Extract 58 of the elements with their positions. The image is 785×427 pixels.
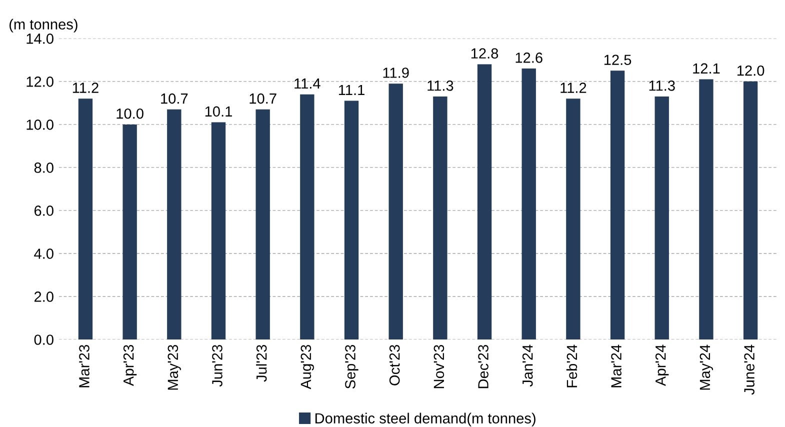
y-tick-label: 6.0 [34,206,54,216]
x-tick-label: Apr'24 [655,344,669,386]
bar [256,109,270,340]
x-tick-label: Mar'23 [79,344,90,388]
x-tick-label: Jun'23 [212,344,222,387]
x-tick-label: Dec'23 [478,344,488,388]
bar [433,96,448,340]
bar [743,81,758,340]
text: 12.8 [471,48,498,59]
bar [610,70,625,340]
text: 11.2 [72,82,98,93]
x-tick-label: May'23 [168,344,181,390]
bar [211,122,226,340]
y-tick-label: 2.0 [34,292,54,302]
bar [654,96,669,340]
y-tick-label: 10.0 [26,120,54,130]
y-tick-label: 14.0 [26,34,54,44]
bar [566,98,580,340]
y-tick-label: 0.0 [34,334,54,345]
x-tick-label: Sep'23 [345,344,358,389]
y-tick-label: 4.0 [34,248,54,259]
x-tick-label: Jul'23 [256,344,267,382]
x-tick-label: Jan'24 [522,344,533,387]
text: 12.0 [737,65,764,76]
x-tick-label: Apr'23 [123,344,137,386]
bar [344,100,359,340]
text: 12.5 [604,54,632,66]
y-tick-label: 12.0 [26,76,54,87]
x-tick-label: June'24 [744,344,754,395]
text: 10.7 [250,93,276,104]
text: 11.3 [428,80,454,91]
bar [122,124,137,340]
text: 11.2 [560,82,586,93]
bar [167,109,182,340]
bar [300,94,314,340]
text: 11.4 [294,78,320,89]
x-tick-label: Oct'23 [389,344,400,386]
bar [699,79,714,340]
text: 11.9 [383,68,409,78]
bar [388,84,403,340]
legend-label: Domestic steel demand(m tonnes) [315,412,536,426]
x-tick-label: May'24 [700,344,714,390]
y-tick-label: 8.0 [34,162,54,173]
bar [477,64,492,340]
bar [78,98,93,340]
x-tick-label: Aug'23 [300,344,314,390]
text: 12.1 [693,63,720,74]
text: 10.1 [205,106,232,117]
text: 10.7 [161,93,188,104]
text: 11.1 [338,84,364,95]
x-tick-label: Nov'23 [434,344,444,388]
text: 11.3 [649,80,675,91]
text: 10.0 [116,108,144,119]
bar [522,68,536,340]
text: 12.6 [516,52,542,63]
y-axis-title: (m tonnes) [10,18,78,32]
x-tick-label: Feb'24 [566,344,578,388]
x-tick-label: Mar'24 [611,344,622,388]
